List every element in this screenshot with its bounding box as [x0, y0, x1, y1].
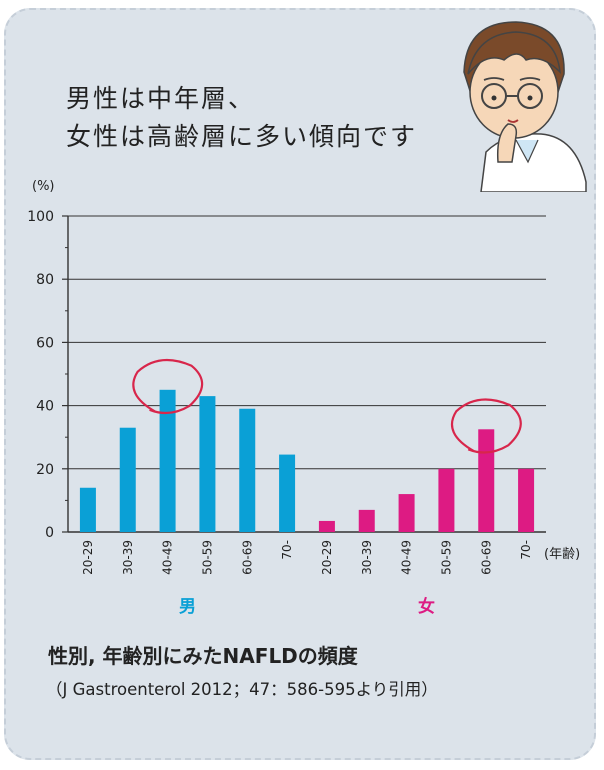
x-tick-label: 60-69	[240, 540, 254, 575]
x-tick-label: 30-39	[121, 540, 135, 575]
bar	[79, 487, 96, 532]
x-tick-label: 50-59	[439, 540, 453, 575]
bar	[119, 427, 136, 532]
highlight-circle	[451, 398, 522, 454]
y-tick-label: 60	[36, 335, 54, 351]
x-tick-label: 20-29	[81, 540, 95, 575]
x-axis-label: (年齢)	[544, 547, 580, 562]
bar	[438, 468, 455, 532]
bar	[478, 429, 495, 532]
y-tick-label: 0	[45, 525, 54, 541]
highlight-circle	[132, 358, 204, 415]
x-tick-label: 20-29	[320, 540, 334, 575]
group-label: 女	[418, 596, 435, 617]
x-tick-label: 40-49	[400, 540, 414, 575]
x-tick-label: 40-49	[161, 540, 175, 575]
y-tick-label: 40	[36, 399, 54, 415]
doctor-thinking-icon	[463, 21, 587, 192]
chart-caption: 性別, 年齢別にみたNAFLDの頻度	[48, 644, 358, 668]
chart-source: （J Gastroenterol 2012；47：586-595より引用）	[46, 680, 438, 699]
headline-line-1: 男性は中年層、	[66, 84, 256, 113]
y-tick-label: 20	[36, 462, 54, 478]
headline: 男性は中年層、 女性は高齢層に多い傾向です	[66, 80, 417, 156]
y-tick-label: 80	[36, 272, 54, 288]
bar	[518, 468, 535, 532]
x-tick-label: 70-	[280, 540, 294, 560]
bar	[239, 408, 256, 532]
bar	[159, 389, 176, 532]
headline-line-2: 女性は高齢層に多い傾向です	[66, 122, 418, 151]
x-tick-label: 30-39	[360, 540, 374, 575]
y-tick-label: 100	[27, 209, 54, 225]
group-label: 男	[179, 597, 196, 617]
bar	[199, 396, 216, 532]
y-axis-label: (%)	[32, 179, 55, 194]
x-tick-label: 50-59	[200, 540, 214, 575]
bar	[358, 509, 375, 532]
bar	[398, 494, 415, 532]
bar	[279, 454, 296, 532]
x-tick-label: 60-69	[479, 540, 493, 575]
x-tick-label: 70-	[519, 540, 533, 560]
bar	[318, 520, 335, 532]
